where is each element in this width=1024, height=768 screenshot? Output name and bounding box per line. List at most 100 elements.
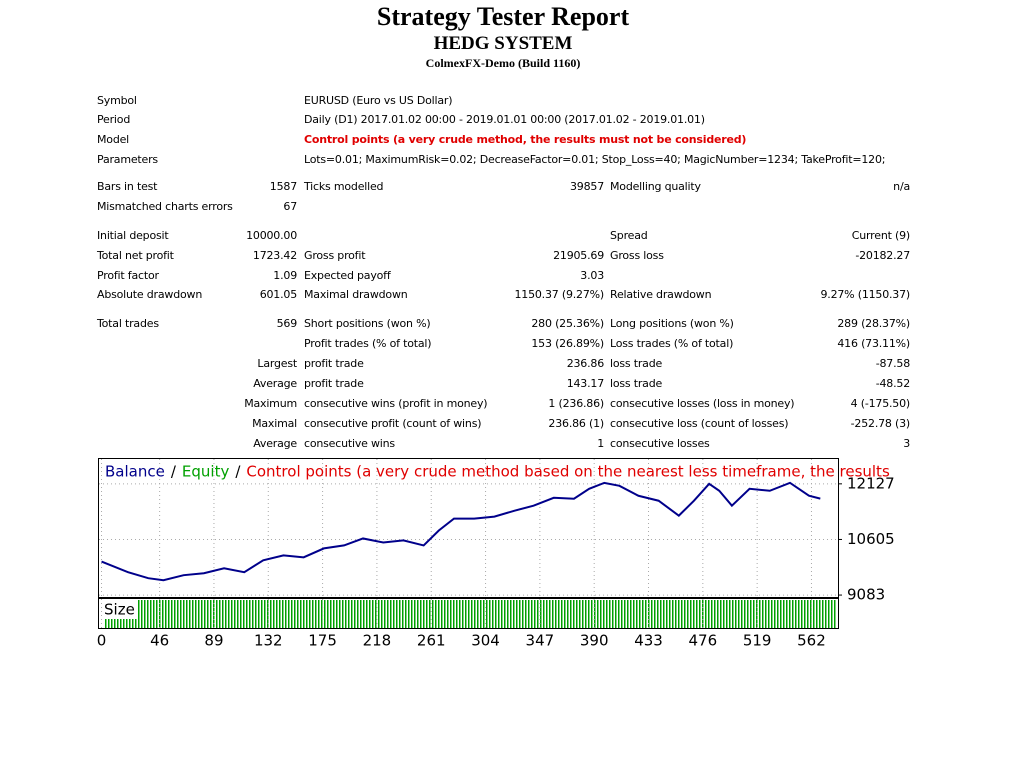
stat-label: consecutive losses [610,437,710,450]
legend-separator: / [235,463,241,481]
stat-value: 601.05 [259,288,297,301]
stat-label: Modelling quality [610,180,701,193]
y-tick-label: 10605 [847,530,895,548]
stat-value: -87.58 [875,357,910,370]
stat-value: Average [253,377,297,390]
stat-value: 3.03 [580,269,604,282]
stat-label: Spread [610,229,648,242]
legend-note: Control points (a very crude method base… [246,463,890,481]
stat-value: -20182.27 [855,249,910,262]
stat-value: 280 (25.36%) [531,317,604,330]
legend-equity: Equity [182,463,230,481]
stat-value: 143.17 [566,377,604,390]
info-label: Parameters [97,153,158,166]
stat-label: Ticks modelled [304,180,384,193]
stat-value: 39857 [570,180,604,193]
stat-value: 1.09 [273,269,297,282]
stat-value: 1723.42 [252,249,297,262]
stat-value: 236.86 (1) [548,417,604,430]
info-label: Symbol [97,94,137,107]
size-bars [104,619,134,628]
stat-value: Maximum [244,397,297,410]
stat-label: consecutive loss (count of losses) [610,417,789,430]
x-tick-label: 218 [363,632,392,650]
server-name: ColmexFX-Demo (Build 1160) [425,56,581,70]
stat-label: Gross loss [610,249,664,262]
stat-label: Initial deposit [97,229,169,242]
stat-label: profit trade [304,357,364,370]
stat-label: Bars in test [97,180,158,193]
info-value: Lots=0.01; MaximumRisk=0.02; DecreaseFac… [304,153,886,166]
stat-label: consecutive profit (count of wins) [304,417,482,430]
x-tick-label: 0 [97,632,107,650]
stat-label: Absolute drawdown [97,288,203,301]
info-value: Daily (D1) 2017.01.02 00:00 - 2019.01.01… [304,113,705,126]
stat-label: Total trades [97,317,159,330]
x-tick-label: 433 [634,632,663,650]
info-value: EURUSD (Euro vs US Dollar) [304,94,453,107]
legend-separator: / [171,463,177,481]
stat-label: Expected payoff [304,269,391,282]
balance-line [101,481,821,582]
stat-value: 67 [283,200,297,213]
stat-label: profit trade [304,377,364,390]
x-tick-label: 390 [580,632,609,650]
stat-value: Average [253,437,297,450]
stat-label: Profit factor [97,269,159,282]
stat-label: Maximal drawdown [304,288,408,301]
x-tick-label: 562 [797,632,826,650]
stat-value: Current (9) [851,229,910,242]
stat-label: loss trade [610,357,663,370]
stat-label: loss trade [610,377,663,390]
stat-value: n/a [893,180,910,193]
stat-label: consecutive wins [304,437,395,450]
legend: Balance / Equity / Control points (a ver… [105,463,890,481]
info-label: Model [97,133,130,146]
stat-value: 1 (236.86) [548,397,604,410]
stat-value: 1150.37 (9.27%) [514,288,604,301]
x-tick-label: 46 [150,632,169,650]
stat-value: -48.52 [875,377,910,390]
stat-value: 569 [276,317,298,330]
stat-label: Total net profit [97,249,174,262]
stat-value: 10000.00 [246,229,297,242]
plot-frame [98,458,839,598]
stat-value: 1587 [269,180,297,193]
stat-label: consecutive wins (profit in money) [304,397,488,410]
y-tick-label: 9083 [847,586,885,604]
stat-label: Mismatched charts errors [97,200,233,213]
stat-value: Maximal [252,417,297,430]
stat-value: 1 [597,437,604,450]
x-tick-label: 89 [204,632,223,650]
x-tick-label: 132 [254,632,283,650]
stat-value: Largest [257,357,297,370]
x-tick-label: 476 [689,632,718,650]
x-tick-label: 519 [743,632,772,650]
stat-label: Short positions (won %) [304,317,431,330]
stat-label: Loss trades (% of total) [610,337,734,350]
stat-label: Gross profit [304,249,366,262]
stat-value: 236.86 [566,357,604,370]
size-label-bg [101,600,137,619]
stat-value: -252.78 (3) [850,417,911,430]
stat-label: consecutive losses (loss in money) [610,397,795,410]
stat-label: Relative drawdown [610,288,712,301]
info-label: Period [97,113,131,126]
stat-value: 4 (-175.50) [850,397,911,410]
stat-value: 153 (26.89%) [531,337,604,350]
stat-value: 9.27% (1150.37) [820,288,910,301]
stat-value: 3 [903,437,910,450]
stat-value: 289 (28.37%) [837,317,910,330]
stat-value: 416 (73.11%) [837,337,910,350]
legend-balance: Balance [105,463,165,481]
stat-label: Profit trades (% of total) [304,337,432,350]
x-tick-label: 261 [417,632,446,650]
report-title: Strategy Tester Report [376,2,630,31]
stat-value: 21905.69 [553,249,604,262]
y-tick-label: 12127 [847,474,895,492]
x-tick-label: 304 [471,632,500,650]
report-subtitle: HEDG SYSTEM [433,33,573,54]
size-label: Size [104,601,135,619]
